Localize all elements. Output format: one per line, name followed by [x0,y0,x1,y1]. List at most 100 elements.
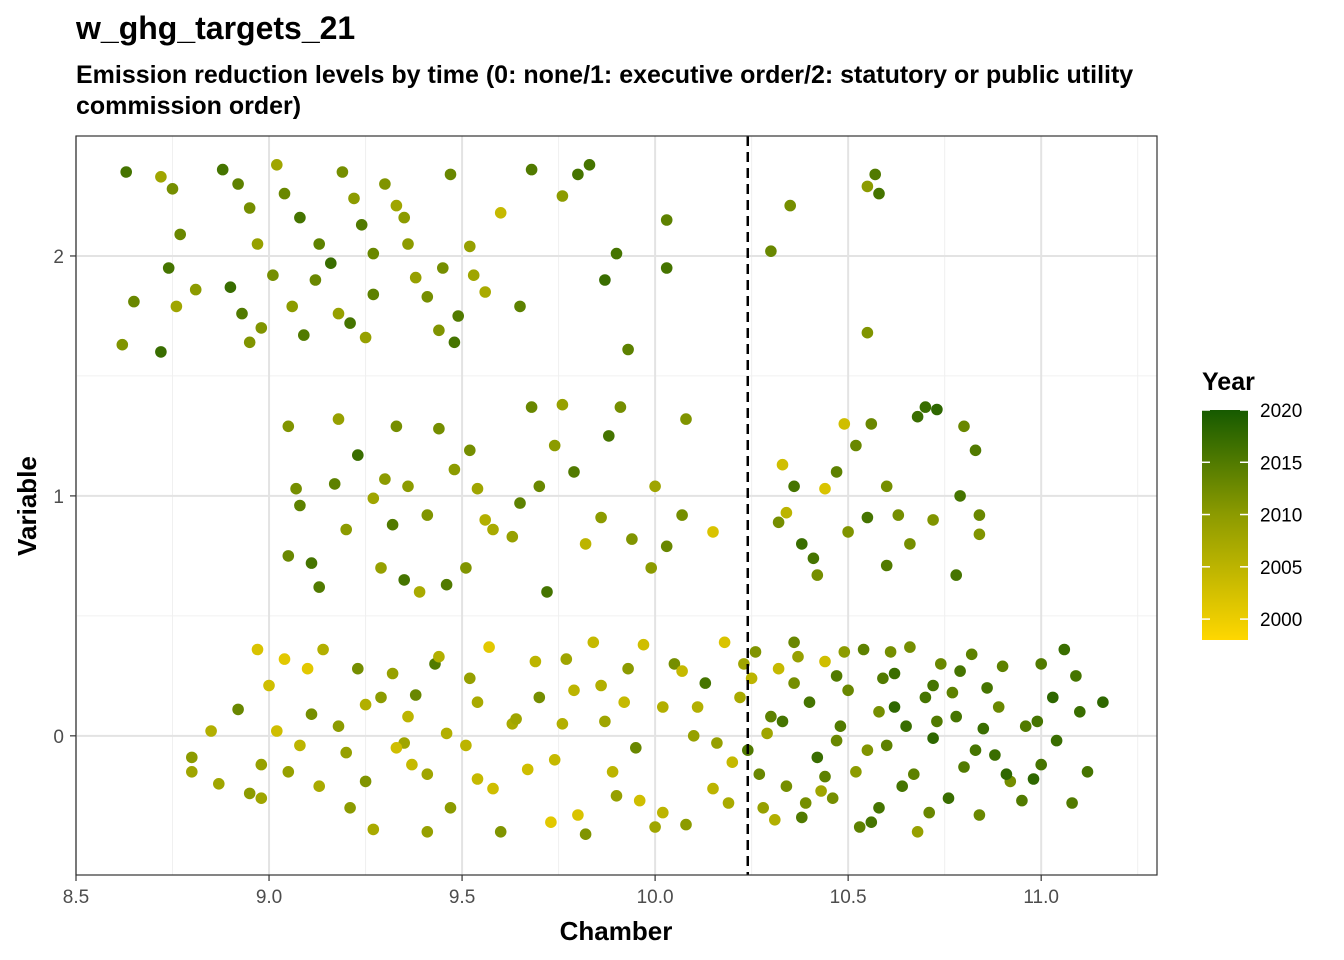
data-point [529,655,542,668]
data-point [305,557,318,569]
color-legend: 2020 2015 2010 2005 2000 [1202,401,1302,640]
data-point [255,792,268,804]
data-point [155,346,167,358]
data-point [834,720,847,732]
data-point [942,792,955,804]
data-point [660,262,673,274]
data-point [772,662,785,675]
data-point [853,821,866,833]
data-point [464,672,476,685]
data-point [340,523,353,536]
data-point [386,518,399,531]
data-point [819,655,831,668]
data-point [583,159,596,171]
data-point [294,499,306,512]
data-point [294,211,306,224]
data-point [904,641,916,653]
data-point [290,482,302,495]
data-point [251,643,264,656]
data-point [390,420,403,433]
data-point [379,178,391,190]
data-point [305,708,318,720]
data-point [243,336,256,349]
data-point [776,458,789,471]
data-point [599,715,611,728]
data-point [707,526,719,538]
data-point [471,696,484,708]
data-point [213,778,225,790]
data-point [880,480,893,493]
data-point [166,183,179,195]
data-point [838,418,851,430]
data-point [603,430,615,442]
data-point [749,646,762,658]
data-point [1016,794,1028,807]
chart-subtitle: Emission reduction levels by time (0: no… [76,61,1134,120]
data-point [232,178,244,190]
data-point [869,168,881,181]
data-point [780,780,793,792]
data-point [595,511,607,524]
data-point [460,562,472,574]
data-point [568,684,580,697]
data-point [313,780,326,792]
legend-title: Year [1202,368,1255,396]
data-point [830,734,843,747]
data-point [471,773,484,785]
data-point [904,538,916,550]
legend-label: 2015 [1260,453,1302,474]
data-point [687,730,700,742]
data-point [1058,643,1071,656]
data-point [448,463,461,476]
data-point [533,691,546,704]
data-point [390,199,403,212]
data-point [413,586,426,598]
data-point [657,806,669,819]
data-point [880,559,893,572]
data-point [359,775,372,788]
data-point [483,641,495,653]
data-point [958,420,970,433]
data-point [873,706,885,718]
data-point [880,739,893,752]
data-point [838,646,851,658]
data-point [556,718,569,730]
x-tick-label: 8.5 [63,887,89,908]
data-point [409,271,422,284]
data-point [796,538,808,550]
data-point [757,802,769,814]
data-point [464,240,476,253]
data-point [572,168,584,181]
data-point [344,317,356,329]
data-point [969,444,982,457]
data-point [421,509,434,521]
data-point [873,187,885,200]
data-point [633,794,646,807]
data-point [548,439,561,452]
data-point [660,214,673,226]
data-point [788,636,800,649]
data-point [958,761,970,773]
data-point [765,245,777,257]
data-point [479,286,492,298]
data-point [1035,758,1047,771]
data-points [116,159,1109,840]
data-point [668,658,681,670]
data-point [861,326,874,339]
data-point [282,420,295,433]
data-point [842,684,854,697]
data-point [734,691,746,704]
data-point [355,219,368,231]
data-point [896,780,908,792]
data-point [579,538,592,550]
data-point [830,466,843,478]
data-point [606,766,619,778]
data-point [935,658,947,670]
data-point [637,638,650,651]
data-point [707,782,719,795]
data-point [691,701,704,713]
data-point [873,802,885,814]
data-point [440,578,453,591]
data-point [645,562,657,574]
data-point [908,768,920,780]
